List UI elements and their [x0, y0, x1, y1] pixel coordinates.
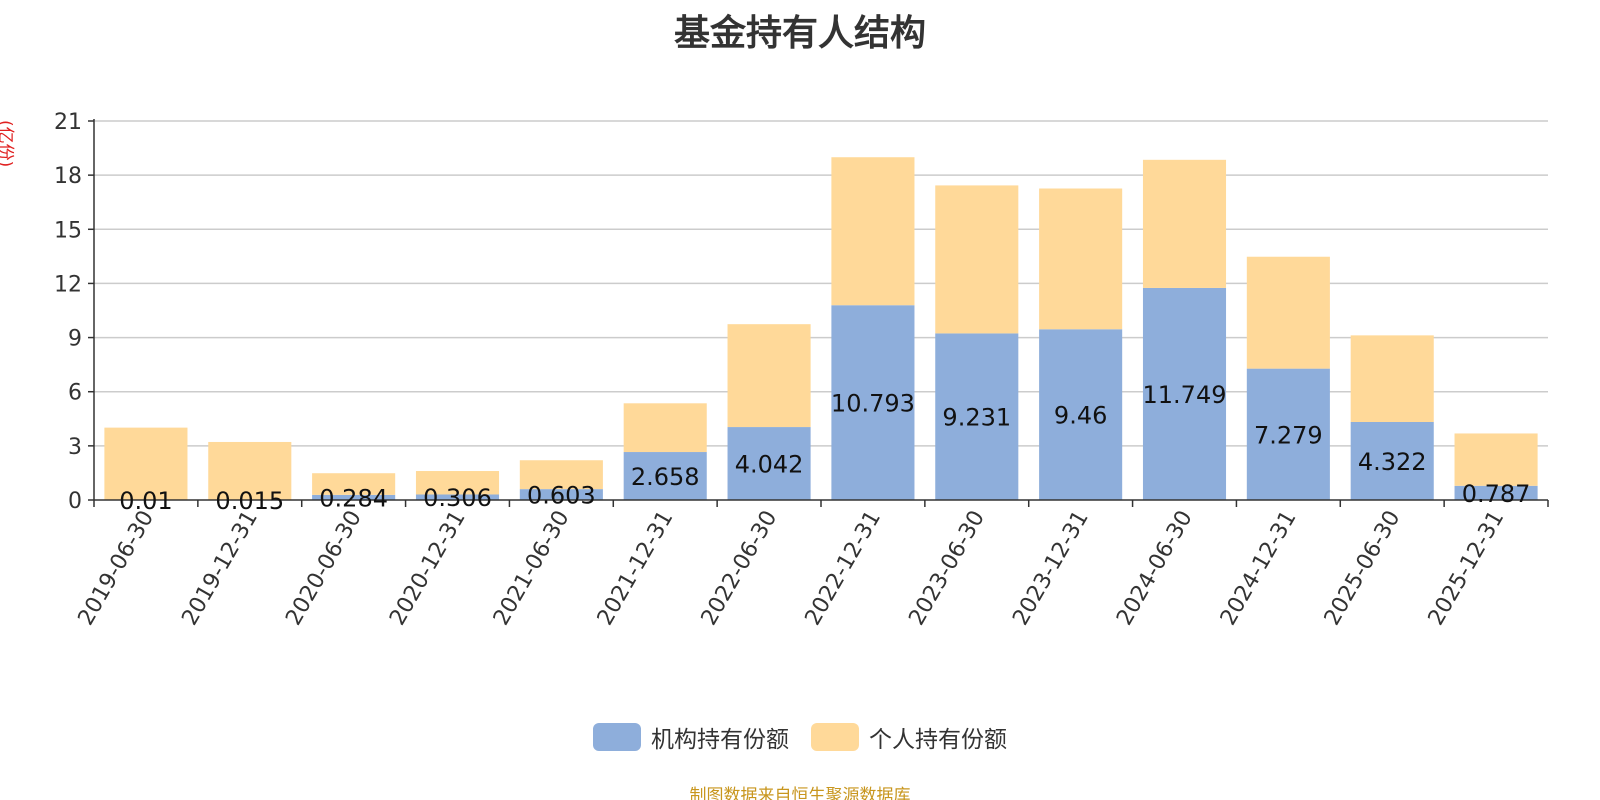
bar-individual[interactable] [1454, 433, 1538, 486]
y-tick-label: 6 [68, 381, 82, 406]
x-tick-label: 2020-12-31 [385, 507, 471, 630]
legend-label-individual: 个人持有份额 [869, 727, 1007, 753]
bar-institutional[interactable] [519, 489, 603, 500]
bar-institutional[interactable] [1246, 368, 1330, 500]
bar-value-label: 0.787 [1462, 480, 1531, 508]
bar-institutional[interactable] [727, 427, 811, 500]
x-tick-label: 2020-06-30 [281, 507, 367, 630]
bar-individual[interactable] [104, 427, 188, 500]
x-tick-label: 2023-06-30 [904, 506, 990, 629]
y-tick-label: 15 [54, 218, 82, 243]
chart-title: 基金持有人结构 [673, 13, 926, 54]
x-tick-label: 2022-12-31 [801, 507, 887, 630]
bar-value-label: 0.015 [215, 487, 284, 515]
legend-item-individual[interactable]: 个人持有份额 [811, 720, 1007, 754]
bar-value-label: 7.279 [1254, 421, 1323, 449]
bar-value-label: 0.306 [423, 484, 492, 512]
chart-svg: 0 3 6 9 12 15 18 21 2019-06-30 2019-12-31 2020-06-… [54, 110, 1549, 630]
y-tick-label: 12 [54, 272, 82, 297]
bar-individual[interactable] [1246, 256, 1330, 369]
bar-individual[interactable] [831, 157, 915, 306]
y-tick-label: 18 [54, 164, 82, 189]
bar-value-label: 2.658 [631, 463, 700, 491]
bar-individual[interactable] [1039, 188, 1123, 330]
legend-item-institutional[interactable]: 机构持有份额 [593, 720, 789, 754]
y-tick-label: 3 [68, 435, 82, 460]
x-tick-label: 2019-12-31 [177, 507, 263, 630]
bar-individual[interactable] [1142, 159, 1227, 288]
bar-value-label: 10.793 [831, 390, 915, 418]
y-tick-label: 21 [54, 110, 82, 135]
bar-value-label: 4.042 [735, 451, 804, 479]
legend-swatch-individual [811, 723, 859, 751]
bar-value-label: 9.46 [1054, 402, 1107, 430]
x-tick-label: 2025-12-31 [1424, 507, 1510, 630]
y-tick-label: 9 [68, 327, 82, 352]
x-tick-label: 2021-12-31 [593, 507, 679, 630]
bars-layer [104, 157, 1538, 500]
bar-institutional[interactable] [1142, 287, 1227, 500]
x-tick-label: 2024-12-31 [1216, 507, 1302, 630]
bar-individual[interactable] [623, 403, 707, 453]
bar-value-label: 4.322 [1358, 448, 1427, 476]
bar-institutional[interactable] [831, 305, 915, 500]
grid-layer [94, 120, 1548, 447]
legend-swatch-institutional [593, 723, 641, 751]
bar-individual[interactable] [208, 441, 292, 500]
x-tick-label: 2024-06-30 [1112, 507, 1198, 630]
bar-institutional[interactable] [1039, 329, 1123, 500]
bar-individual[interactable] [519, 460, 603, 490]
bar-individual[interactable] [727, 324, 811, 428]
bar-value-label: 11.749 [1143, 381, 1227, 409]
bar-institutional[interactable] [312, 494, 396, 500]
bar-value-label: 0.01 [119, 487, 172, 515]
x-tick-label: 2019-06-30 [74, 507, 160, 630]
bar-institutional[interactable] [1454, 485, 1538, 500]
bar-value-label: 0.284 [319, 484, 388, 512]
bar-value-label: 0.603 [527, 482, 596, 510]
bar-institutional[interactable] [415, 494, 500, 500]
x-tick-label: 2022-06-30 [697, 507, 783, 630]
source-note: 制图数据来自恒生聚源数据库 [689, 786, 911, 800]
x-tick-label: 2025-06-30 [1320, 507, 1406, 630]
legend: 机构持有份额 个人持有份额 [0, 720, 1600, 754]
bar-value-label: 9.231 [942, 404, 1011, 432]
bar-institutional[interactable] [935, 333, 1019, 500]
x-tick-label: 2021-06-30 [489, 507, 575, 630]
labels-layer: 0.01 0.015 0.284 0.306 0.603 2.658 4.042 10.793… [119, 381, 1530, 515]
bar-individual[interactable] [1350, 335, 1434, 422]
bar-individual[interactable] [415, 471, 500, 495]
legend-label-institutional: 机构持有份额 [651, 727, 789, 753]
bar-individual[interactable] [312, 473, 396, 495]
bar-institutional[interactable] [623, 452, 707, 500]
x-tick-label: 2023-12-31 [1008, 507, 1094, 630]
bar-institutional[interactable] [1350, 421, 1434, 500]
bar-individual[interactable] [935, 185, 1019, 334]
y-tick-label: 0 [68, 489, 82, 514]
